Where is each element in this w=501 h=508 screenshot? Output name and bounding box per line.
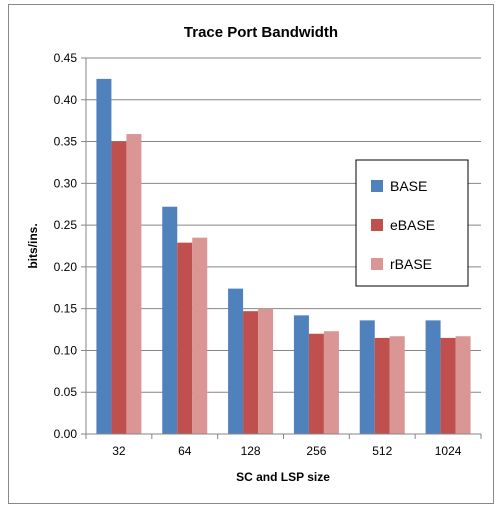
bar-ebase-512	[374, 337, 390, 434]
legend-swatch-rbase	[371, 258, 383, 270]
legend-label-base: BASE	[390, 178, 427, 194]
bar-ebase-1024	[440, 337, 456, 434]
x-tick-label: 64	[178, 444, 192, 458]
x-tick-label: 32	[112, 444, 126, 458]
bar-rbase-512	[389, 336, 405, 434]
x-tick-labels: 32 64 128 256 512 1024	[112, 444, 462, 458]
legend-label-ebase: eBASE	[390, 217, 435, 233]
bar-ebase-64	[177, 242, 193, 434]
y-tick-labels: 0.00 0.05 0.10 0.15 0.20 0.25 0.30 0.35 0.40 0.45	[54, 51, 78, 441]
x-tick-label: 256	[306, 444, 326, 458]
bar-rbase-256	[323, 331, 339, 434]
legend-label-rbase: rBASE	[390, 256, 432, 272]
gridlines	[81, 57, 481, 435]
bar-ebase-32	[111, 141, 127, 435]
x-tick-label: 512	[372, 444, 392, 458]
x-axis-title: SC and LSP size	[236, 470, 330, 484]
legend-swatch-ebase	[371, 219, 383, 231]
bar-base-32	[96, 78, 112, 434]
y-tick-label: 0.40	[54, 93, 78, 107]
x-tick-label: 1024	[435, 444, 462, 458]
bar-ebase-128	[243, 311, 259, 434]
y-tick-label: 0.30	[54, 176, 78, 190]
x-tick-label: 128	[241, 444, 261, 458]
y-tick-label: 0.05	[54, 385, 78, 399]
legend-swatch-base	[371, 180, 383, 192]
y-tick-label: 0.20	[54, 260, 78, 274]
y-tick-label: 0.45	[54, 51, 78, 65]
x-ticks	[85, 434, 482, 439]
legend: BASE eBASE rBASE	[355, 159, 469, 287]
y-tick-label: 0.00	[54, 427, 78, 441]
bar-base-1024	[425, 320, 441, 434]
bar-rbase-128	[258, 308, 274, 434]
bar-rbase-32	[126, 134, 142, 434]
bar-base-64	[162, 206, 178, 434]
bar-base-512	[359, 320, 375, 434]
y-tick-label: 0.25	[54, 218, 78, 232]
chart-title: Trace Port Bandwidth	[184, 24, 338, 41]
bar-base-128	[228, 288, 244, 434]
bars	[96, 78, 471, 435]
y-tick-label: 0.35	[54, 135, 78, 149]
y-tick-label: 0.15	[54, 302, 78, 316]
bar-rbase-1024	[455, 336, 471, 434]
bar-ebase-256	[308, 333, 324, 434]
y-tick-label: 0.10	[54, 343, 78, 357]
y-axis-title: bits/ins.	[26, 223, 40, 268]
bar-base-256	[293, 315, 309, 434]
bar-rbase-64	[192, 237, 208, 434]
